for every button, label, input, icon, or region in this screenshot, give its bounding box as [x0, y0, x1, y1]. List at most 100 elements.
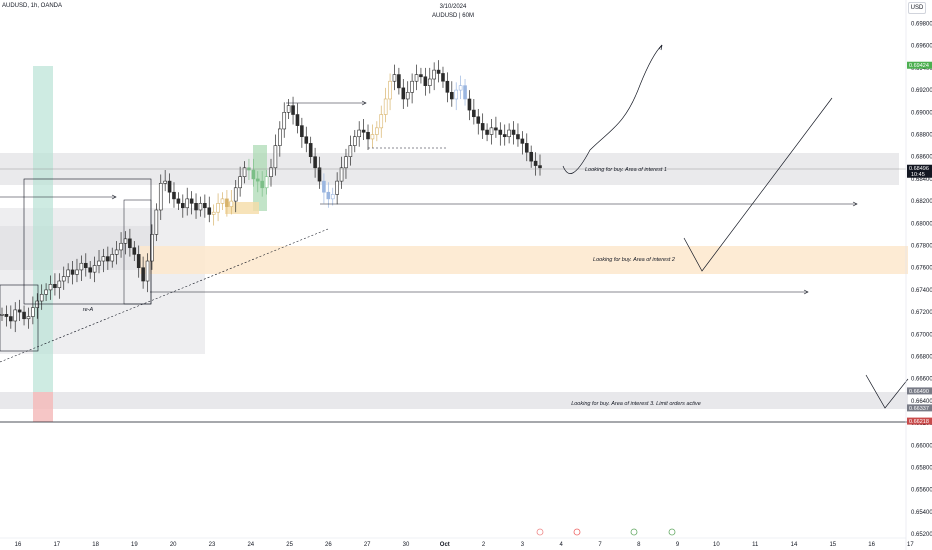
candle-body [392, 74, 397, 82]
candle-body [101, 256, 106, 262]
candle-body [397, 74, 401, 89]
candle-body [83, 262, 88, 269]
x-tick-label: 27 [364, 542, 371, 548]
x-tick-label: 11 [752, 542, 759, 548]
time-axis[interactable]: 16 17 18 19 20 23 24 25 26 27 30 Oct 2 3 4 7 8 9 10 11 14 15 1… [0, 537, 914, 548]
candle-body [414, 74, 419, 82]
candle-body [375, 127, 379, 135]
y-tick-label: 0.68400 [911, 177, 932, 183]
candle-body [35, 300, 40, 308]
candle-body [445, 80, 450, 93]
y-tick-label: 0.69000 [911, 110, 932, 116]
candle-body [181, 203, 185, 209]
candle-body [238, 176, 242, 189]
candle-body [427, 78, 432, 86]
candle-body [57, 280, 62, 288]
candle-body [114, 249, 119, 255]
y-tick-label: 0.66000 [911, 443, 932, 449]
candle-body [383, 98, 388, 115]
candle-body [476, 116, 481, 124]
candle-body [485, 129, 489, 135]
x-tick-label: 8 [637, 542, 641, 548]
candle-body [22, 311, 26, 320]
candle-body [357, 129, 361, 138]
y-tick-label: 0.67400 [911, 288, 932, 294]
candle-body [88, 267, 92, 273]
x-tick-label: 19 [131, 542, 138, 548]
zone-grey-left-inner [0, 226, 150, 270]
candle-body [132, 247, 137, 255]
y-tick-label: 0.69200 [911, 88, 932, 94]
candle-body [269, 167, 273, 177]
candle-body [0, 314, 4, 316]
event-marker-icon [536, 528, 544, 536]
currency-button[interactable]: USD [908, 2, 926, 14]
candle-body [255, 178, 260, 182]
candle-body [141, 267, 145, 282]
y-tick-label: 0.67800 [911, 244, 932, 250]
y-tick-label: 0.65800 [911, 466, 932, 472]
candle-body [163, 180, 167, 184]
x-tick-label: 18 [92, 542, 99, 548]
arrow-head [852, 201, 858, 207]
candle-body [432, 69, 436, 80]
candle-body [494, 127, 498, 131]
candle-body [313, 156, 317, 169]
candle-body [106, 256, 110, 262]
x-tick-label: 4 [560, 542, 564, 548]
candle-body [322, 180, 326, 193]
forecast-path-1 [562, 44, 663, 174]
candle-body [79, 262, 84, 271]
trendline-dashed [0, 228, 329, 363]
x-tick-label: 16 [868, 542, 875, 548]
candle-body [145, 260, 150, 282]
box-range-2 [0, 284, 39, 352]
price-tag-grey [907, 387, 932, 395]
candle-body [326, 191, 331, 200]
candle-body [17, 309, 22, 313]
candle-body [330, 194, 335, 200]
candle-body [39, 294, 44, 302]
chart-zones [0, 66, 908, 422]
candle-body [9, 316, 13, 322]
y-tick-label: 0.67000 [911, 332, 932, 338]
candle-body [524, 143, 529, 153]
candle-body [300, 125, 304, 138]
x-tick-label: 30 [403, 542, 410, 548]
x-tick-label: 24 [247, 542, 254, 548]
x-tick-label: 7 [598, 542, 602, 548]
candle-body [4, 314, 9, 317]
price-axis[interactable]: 0.69800 0.69600 0.69400 0.69200 0.69000 0.688… [905, 0, 932, 550]
candle-body [370, 134, 375, 140]
candle-body [198, 203, 203, 211]
box-range-3 [123, 199, 152, 305]
candle-body [401, 87, 406, 100]
candle-body [529, 151, 533, 162]
x-tick-label: 15 [829, 542, 836, 548]
price-tag-red [907, 417, 932, 425]
candle-body [203, 203, 207, 209]
zone-green-small [253, 145, 267, 211]
candle-body [480, 123, 485, 131]
candle-body [405, 92, 410, 100]
x-tick-label: 2 [482, 542, 486, 548]
y-tick-label: 0.69800 [911, 22, 932, 28]
event-markers [536, 528, 676, 536]
candle-body [225, 198, 229, 207]
candle-body [278, 128, 282, 146]
candle-body [489, 127, 494, 135]
currency-label: USD [910, 5, 924, 11]
x-tick-label: 20 [170, 542, 177, 548]
y-tick-label: 0.69400 [911, 66, 932, 72]
price-tag-label: 0.66490 [909, 389, 929, 395]
event-marker-icon [630, 528, 638, 536]
event-marker-icon [668, 528, 676, 536]
candle-body [92, 265, 97, 273]
annotations: Looking for buy. Area of interest 1 Look… [83, 167, 701, 407]
candle-body [454, 89, 459, 100]
x-tick-label: 26 [325, 542, 332, 548]
candle-body [158, 183, 163, 211]
candle-body [44, 289, 48, 295]
candle-body [436, 69, 441, 74]
